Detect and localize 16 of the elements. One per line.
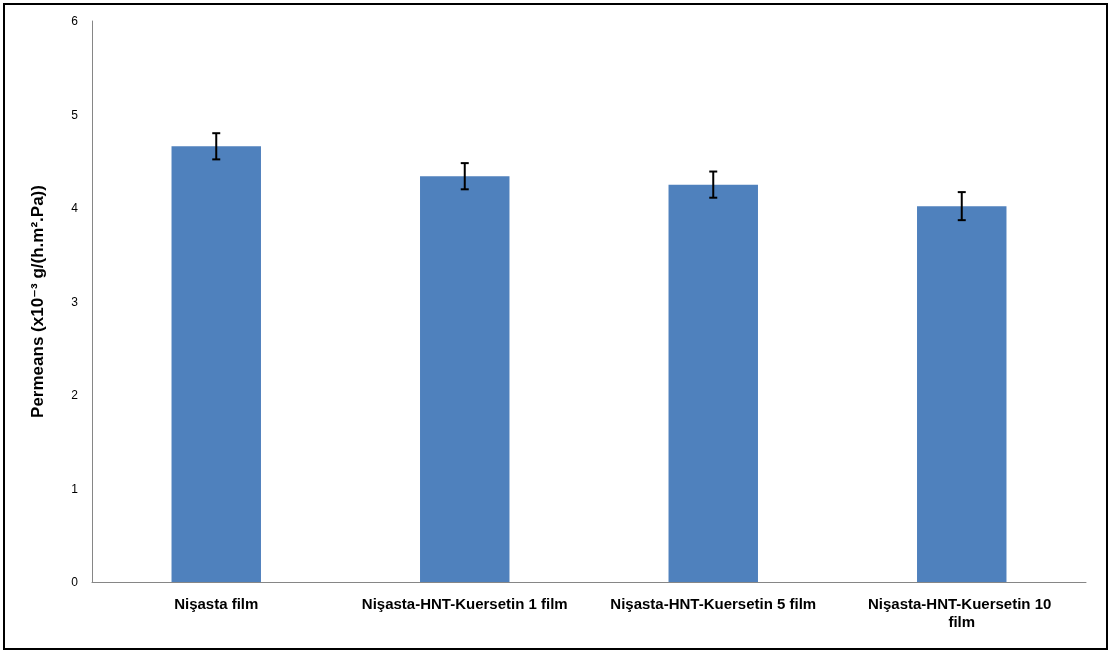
x-tick-label: Nişasta-HNT-Kuersetin 1 film: [361, 594, 568, 612]
bar: [171, 146, 261, 582]
x-tick-label: Nişasta film: [174, 594, 259, 612]
y-tick-label: 4: [71, 201, 79, 215]
bar: [917, 206, 1007, 582]
bar: [668, 184, 758, 582]
x-tick-label: Nişasta-HNT-Kuersetin 10 film: [867, 594, 1056, 630]
y-tick-label: 0: [71, 575, 79, 589]
x-tick-label: Nişasta-HNT-Kuersetin 5 film: [610, 594, 817, 612]
bar: [420, 176, 510, 582]
y-tick-label: 1: [71, 481, 79, 496]
y-tick-label: 6: [71, 14, 79, 28]
y-tick-label: 5: [71, 107, 79, 122]
y-axis-title: Permeans (x10⁻³ g/(h.m².Pa)): [28, 185, 47, 418]
y-tick-label: 2: [71, 388, 79, 402]
y-tick-label: 3: [71, 294, 79, 309]
